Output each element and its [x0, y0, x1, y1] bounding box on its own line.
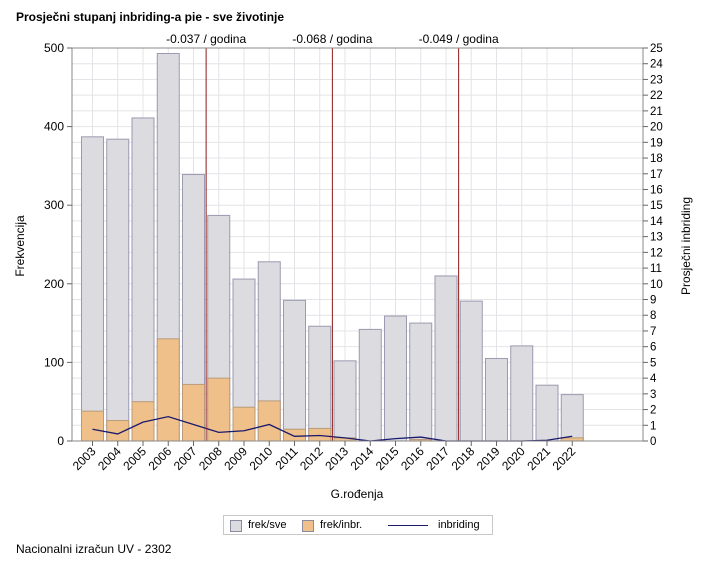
y2-tick-label: 12 [650, 247, 663, 259]
x-tick-label: 2019 [474, 444, 503, 473]
bar-frek-inbr [232, 406, 256, 442]
y-axis-label: Frekvencija [13, 215, 27, 277]
y2-tick-label: 6 [650, 342, 656, 354]
y-tick-label: 100 [44, 355, 64, 369]
y2-tick-label: 10 [650, 279, 663, 291]
annotation-label: -0.037 / godina [166, 32, 246, 46]
y-axis-left: 0 100 200 300 400 500 [44, 41, 72, 448]
legend-label-frek-sve: frek/sve [248, 519, 287, 531]
annotations: -0.037 / godina -0.068 / godina -0.049 / g… [166, 32, 499, 441]
bar-frek-inbr [257, 400, 281, 442]
bar-frek-inbr [156, 338, 180, 442]
bar-frek-sve [283, 299, 306, 442]
y2-tick-label: 25 [650, 43, 663, 55]
y-tick-label: 400 [44, 120, 64, 134]
x-tick-label: 2017 [423, 444, 452, 473]
y2-tick-label: 11 [650, 263, 662, 275]
y-tick-label: 200 [44, 277, 64, 291]
x-tick-label: 2022 [550, 444, 579, 473]
annotation-label: -0.049 / godina [419, 32, 499, 46]
bar-frek-inbr [81, 410, 104, 442]
legend-label-inbriding: inbriding [438, 519, 480, 531]
x-tick-label: 2018 [449, 444, 478, 473]
x-tick-label: 2009 [221, 444, 250, 473]
y2-tick-label: 8 [650, 310, 656, 322]
bar-frek-sve [459, 300, 483, 442]
x-tick-label: 2011 [272, 444, 300, 472]
bar-frek-sve [106, 138, 130, 442]
bar-frek-sve [81, 136, 104, 442]
x-tick-label: 2012 [297, 444, 326, 473]
x-tick-label: 2014 [348, 444, 377, 473]
x-tick-label: 2003 [70, 444, 99, 473]
bar-frek-sve [535, 384, 559, 442]
y-tick-label: 500 [44, 41, 64, 55]
y2-tick-label: 14 [650, 216, 663, 228]
bar-frek-sve [409, 322, 433, 442]
x-tick-label: 2010 [247, 444, 276, 473]
y2-tick-label: 13 [650, 232, 663, 244]
y2-tick-label: 9 [650, 295, 656, 307]
bar-frek-sve [485, 357, 508, 442]
bar-frek-inbr [283, 428, 306, 442]
y2-axis-label: Prosječni inbriding [679, 197, 693, 295]
legend: frek/sve frek/inbr. inbriding [223, 515, 493, 535]
x-tick-label: 2013 [322, 444, 351, 473]
x-tick-label: 2006 [146, 444, 175, 473]
bar-frek-inbr [131, 401, 155, 442]
chart-title: Prosječni stupanj inbriding-a pie - sve … [16, 10, 285, 24]
y2-tick-label: 1 [650, 420, 656, 432]
footer-note: Nacionalni izračun UV - 2302 [16, 542, 172, 556]
y2-tick-label: 22 [650, 90, 663, 102]
y-tick-label: 300 [44, 198, 64, 212]
x-tick-label: 2005 [120, 444, 149, 473]
bar-frek-sve [333, 360, 357, 442]
y2-tick-label: 23 [650, 74, 663, 86]
y2-tick-label: 17 [650, 169, 663, 181]
bar-frek-sve [308, 325, 332, 442]
y2-tick-label: 15 [650, 200, 663, 212]
bar-frek-sve [434, 275, 458, 442]
y2-tick-label: 21 [650, 106, 663, 118]
bar-frek-sve [131, 117, 155, 442]
legend-label-frek-inbr: frek/inbr. [320, 519, 363, 531]
bar-frek-sve [560, 394, 584, 442]
x-tick-label: 2016 [398, 444, 427, 473]
bar-frek-sve [384, 315, 407, 442]
y2-tick-label: 19 [650, 137, 663, 149]
bar-frek-inbr [182, 383, 205, 442]
x-tick-label: 2015 [373, 444, 402, 473]
x-tick-label: 2007 [171, 444, 200, 473]
y2-tick-label: 7 [650, 326, 656, 338]
y2-tick-label: 0 [650, 436, 656, 448]
y2-tick-label: 18 [650, 153, 663, 165]
bar-frek-sve [510, 345, 534, 442]
x-axis-label: G.rođenja [331, 487, 384, 501]
x-tick-label: 2021 [524, 444, 553, 473]
y-tick-label: 0 [57, 434, 64, 448]
y2-tick-label: 20 [650, 122, 663, 134]
bar-frek-inbr [308, 427, 332, 442]
y2-tick-label: 3 [650, 389, 656, 401]
y2-tick-label: 2 [650, 405, 656, 417]
x-axis: 2003200420052006200720082009201020112012… [70, 441, 579, 473]
bar-frek-sve [358, 328, 382, 442]
x-tick-label: 2008 [196, 444, 225, 473]
x-tick-label: 2004 [95, 444, 124, 473]
legend-swatch-frek-inbr [302, 520, 314, 532]
legend-line-inbriding [388, 525, 428, 526]
x-tick-label: 2020 [499, 444, 528, 473]
annotation-label: -0.068 / godina [292, 32, 372, 46]
legend-swatch-frek-sve [230, 520, 242, 532]
y2-tick-label: 5 [650, 357, 656, 369]
y2-tick-label: 16 [650, 184, 663, 196]
chart: -0.037 / godina -0.068 / godina -0.049 / g… [13, 32, 693, 501]
y2-tick-label: 4 [650, 373, 657, 385]
y-axis-right: 0123456789101112131415161718192021222324… [643, 43, 663, 448]
y2-tick-label: 24 [650, 59, 663, 71]
plot-frame [71, 47, 644, 442]
